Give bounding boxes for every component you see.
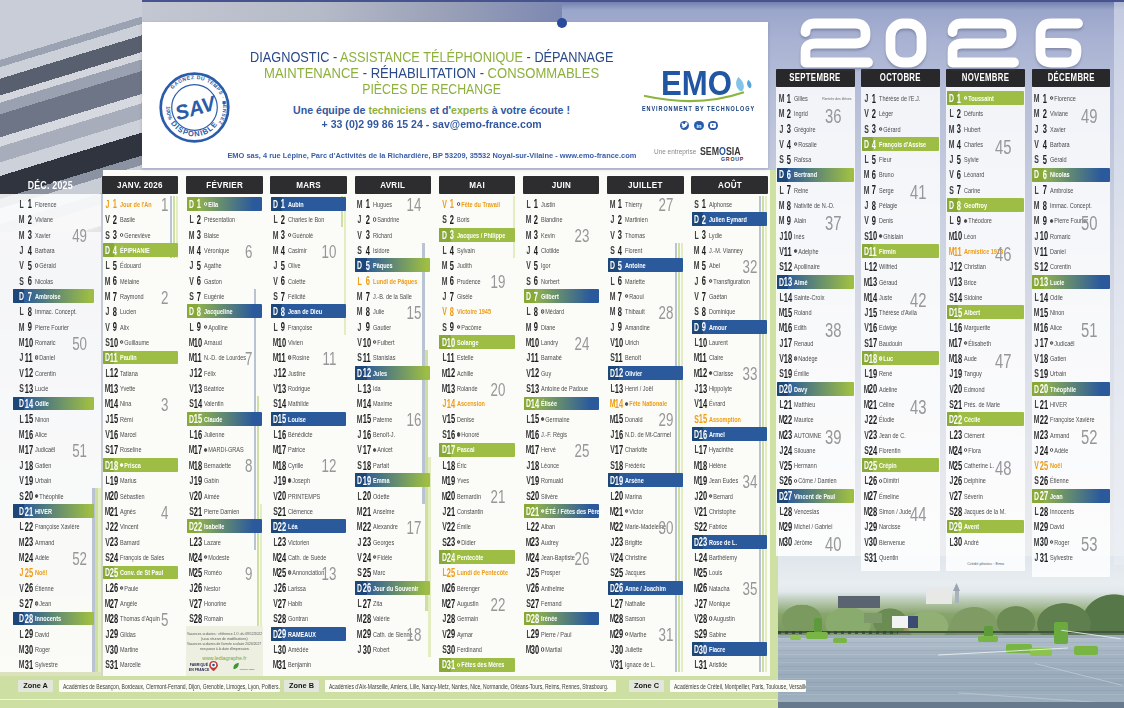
svg-text:SAV: SAV: [172, 90, 220, 124]
